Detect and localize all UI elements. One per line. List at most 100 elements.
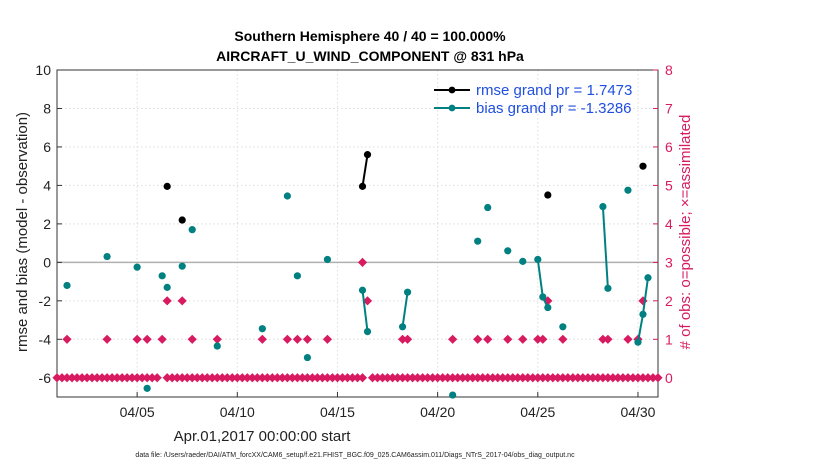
obs-count-marker bbox=[177, 296, 187, 306]
obs-count-marker bbox=[463, 373, 473, 383]
obs-count-marker bbox=[448, 334, 458, 344]
obs-count-marker bbox=[508, 373, 518, 383]
obs-count-marker bbox=[523, 373, 533, 383]
obs-count-marker bbox=[438, 373, 448, 383]
obs-count-marker bbox=[312, 373, 323, 383]
obs-count-marker bbox=[513, 373, 523, 383]
y-tick-label-left: 4 bbox=[43, 177, 51, 193]
obs-count-marker bbox=[628, 373, 638, 383]
bias-point bbox=[403, 288, 412, 296]
obs-count-marker bbox=[413, 373, 423, 383]
obs-count-marker bbox=[493, 373, 503, 383]
x-tick-label: 04/10 bbox=[220, 404, 255, 420]
bias-point bbox=[213, 342, 221, 350]
obs-count-marker bbox=[212, 373, 222, 383]
rmse-line-segment bbox=[361, 154, 369, 187]
obs-count-marker bbox=[222, 373, 232, 383]
obs-count-marker bbox=[573, 373, 583, 383]
obs-count-marker bbox=[212, 334, 222, 344]
obs-count-marker bbox=[52, 373, 62, 383]
obs-count-marker bbox=[423, 373, 433, 383]
bias-point bbox=[504, 247, 512, 255]
rmse-point bbox=[544, 191, 552, 199]
x-axis-label: Apr.01,2017 00:00:00 start bbox=[174, 428, 352, 445]
obs-count-marker bbox=[242, 373, 252, 383]
obs-count-marker bbox=[583, 373, 593, 383]
obs-count-marker bbox=[322, 334, 333, 344]
obs-count-marker bbox=[207, 373, 217, 383]
y-tick-label-left: -2 bbox=[39, 293, 52, 309]
legend-bias-label: bias grand pr = -1.3286 bbox=[476, 100, 632, 117]
obs-count-marker bbox=[277, 373, 287, 383]
obs-count-marker bbox=[568, 373, 578, 383]
y-tick-label-left: 10 bbox=[35, 62, 51, 78]
y-tick-label-left: 2 bbox=[43, 216, 51, 232]
bias-point bbox=[133, 263, 141, 271]
obs-count-marker bbox=[272, 373, 282, 383]
plot-frame bbox=[56, 69, 659, 398]
y-tick-label-right: 5 bbox=[665, 177, 673, 193]
obs-count-marker bbox=[97, 373, 107, 383]
obs-count-marker bbox=[598, 334, 608, 344]
obs-count-marker bbox=[488, 373, 498, 383]
obs-count-marker bbox=[428, 373, 438, 383]
x-tick-label: 04/15 bbox=[320, 404, 355, 420]
obs-count-marker bbox=[102, 334, 112, 344]
obs-count-marker bbox=[147, 373, 157, 383]
obs-count-marker bbox=[623, 373, 633, 383]
bias-point bbox=[303, 353, 312, 362]
obs-count-marker bbox=[618, 373, 628, 383]
obs-count-marker bbox=[232, 373, 242, 383]
data-file-footnote: data file: /Users/raeder/DAI/ATM_forcXX/… bbox=[135, 452, 575, 459]
bias-point bbox=[449, 391, 457, 399]
obs-count-marker bbox=[117, 373, 127, 383]
y-tick-label-right: 6 bbox=[665, 139, 673, 155]
obs-count-marker bbox=[633, 373, 643, 383]
obs-count-marker bbox=[337, 373, 348, 383]
obs-count-marker bbox=[478, 373, 488, 383]
obs-count-marker bbox=[603, 334, 613, 344]
obs-count-marker bbox=[503, 334, 513, 344]
obs-count-marker bbox=[593, 373, 603, 383]
obs-count-marker bbox=[302, 334, 313, 344]
obs-count-marker bbox=[112, 373, 122, 383]
obs-count-marker bbox=[227, 373, 237, 383]
obs-count-marker bbox=[157, 334, 167, 344]
obs-count-marker bbox=[342, 373, 353, 383]
obs-count-marker bbox=[448, 373, 458, 383]
obs-count-marker bbox=[257, 334, 267, 344]
obs-count-marker bbox=[483, 334, 493, 344]
obs-count-marker bbox=[282, 334, 292, 344]
obs-count-marker bbox=[407, 373, 418, 383]
obs-count-marker bbox=[172, 373, 182, 383]
obs-count-marker bbox=[142, 334, 152, 344]
obs-count-marker bbox=[252, 373, 262, 383]
obs-count-marker bbox=[533, 334, 543, 344]
obs-count-marker bbox=[322, 373, 333, 383]
rmse-point bbox=[178, 216, 186, 224]
obs-count-marker bbox=[132, 334, 142, 344]
legend: rmse grand pr = 1.7473 bias grand pr = -… bbox=[434, 82, 632, 117]
obs-count-marker bbox=[177, 373, 187, 383]
x-tick-label: 04/20 bbox=[420, 404, 455, 420]
bias-point bbox=[358, 286, 367, 294]
y-tick-label-left: 6 bbox=[43, 139, 51, 155]
obs-count-marker bbox=[503, 373, 513, 383]
y-tick-label-right: 7 bbox=[665, 100, 673, 116]
obs-count-marker bbox=[372, 373, 383, 383]
y-axis-label-right: # of obs: o=possible; ×=assimilated bbox=[677, 115, 694, 350]
bias-point bbox=[158, 272, 166, 280]
bias-point bbox=[398, 323, 407, 331]
obs-count-marker bbox=[518, 334, 528, 344]
bias-point bbox=[539, 293, 547, 301]
bias-point bbox=[644, 274, 652, 282]
rmse-point bbox=[639, 162, 647, 170]
obs-count-marker bbox=[483, 373, 493, 383]
obs-count-marker bbox=[57, 373, 67, 383]
legend-bias-marker bbox=[448, 104, 456, 112]
obs-count-marker bbox=[397, 334, 408, 344]
bias-point bbox=[544, 303, 552, 312]
obs-count-marker bbox=[533, 373, 543, 383]
obs-count-marker bbox=[202, 373, 212, 383]
